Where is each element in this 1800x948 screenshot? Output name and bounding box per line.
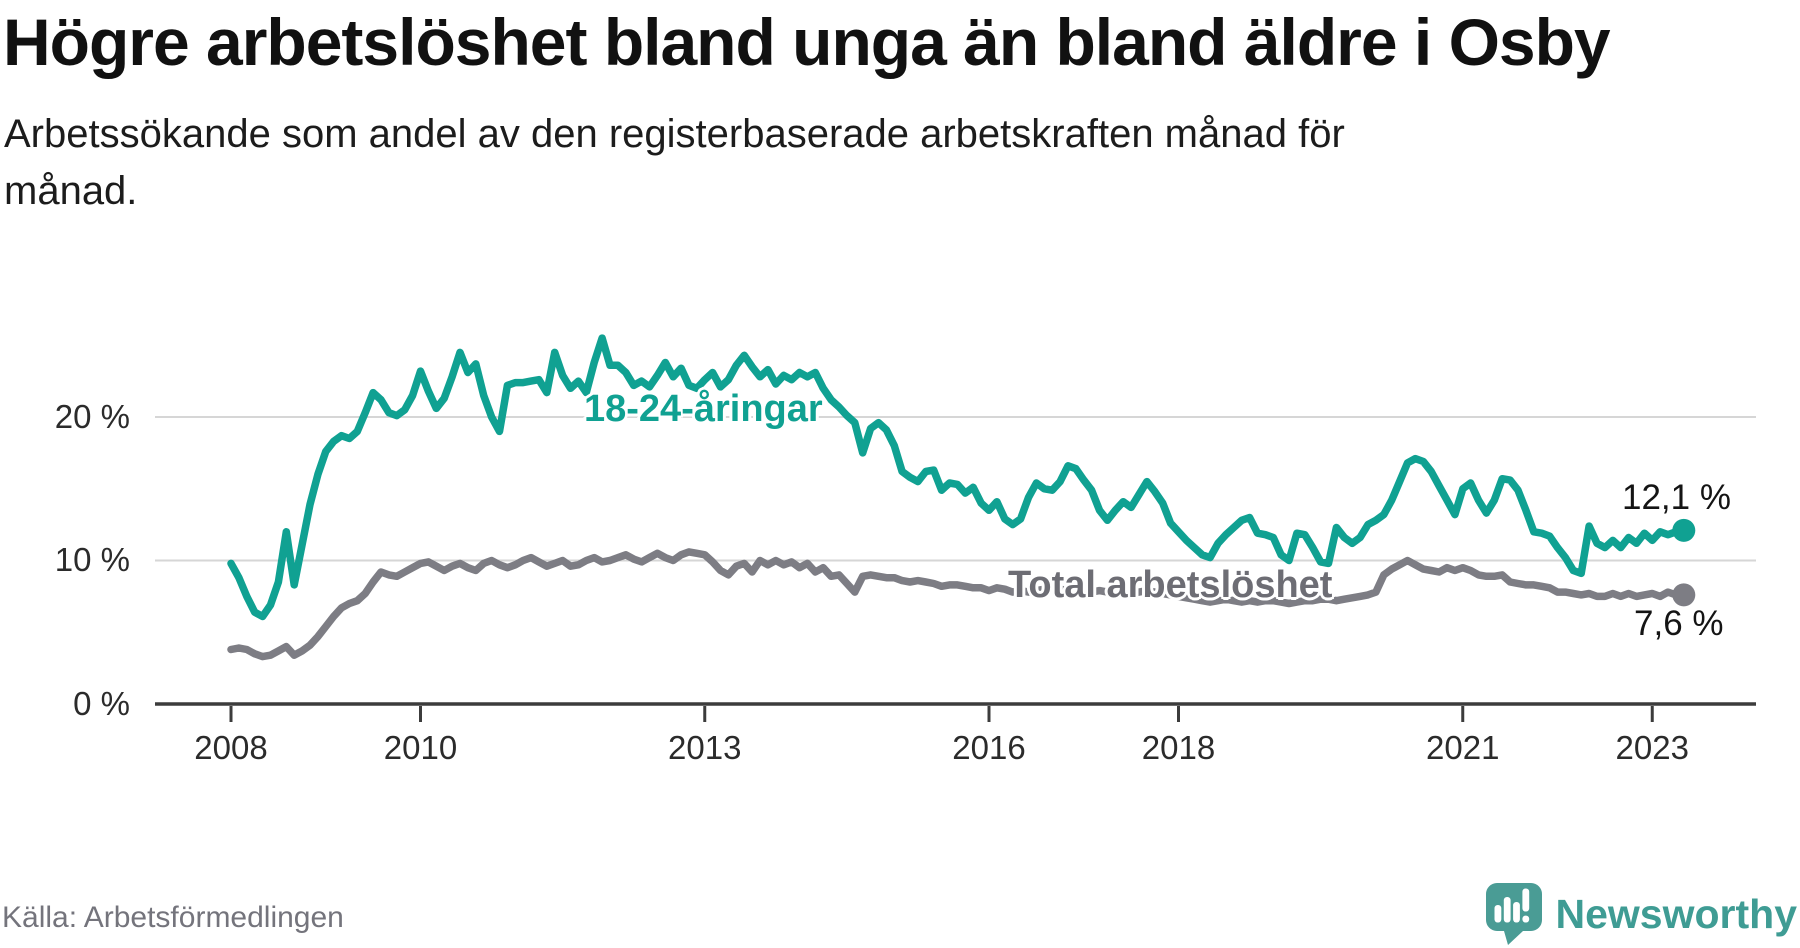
y-axis-label-0: 0 % [73,685,130,722]
source-note: Källa: Arbetsförmedlingen [2,901,344,934]
end-value-label-youth: 12,1 % [1622,478,1731,517]
x-axis-label-2008: 2008 [194,729,268,766]
brand-name: Newsworthy [1555,890,1798,937]
brand-logo: Newsworthy [1485,882,1798,946]
y-axis-label-20: 20 % [54,398,130,435]
end-dot-youth [1672,518,1696,542]
x-axis-label-2021: 2021 [1426,729,1500,766]
newsworthy-speech-bubble-bar-chart-icon [1485,883,1542,945]
x-axis-label-2013: 2013 [668,729,742,766]
page-title: Högre arbetslöshet bland unga än bland ä… [3,5,1611,79]
series-label-youth: 18-24-åringar [584,388,823,430]
x-axis-label-2010: 2010 [383,729,458,766]
x-axis-label-2018: 2018 [1141,729,1216,766]
end-value-label-total: 7,6 % [1634,604,1724,643]
series-label-total: Total arbetslöshet [1008,564,1333,606]
end-dot-total [1672,583,1696,607]
y-axis-label-10: 10 % [54,541,130,578]
chart-subtitle: Arbetssökande som andel av den registerb… [4,106,1504,220]
subtitle-line-2: månad. [4,169,138,213]
x-axis-label-2016: 2016 [952,729,1026,766]
subtitle-line-1: Arbetssökande som andel av den registerb… [4,112,1345,156]
series-line-total [227,548,1688,661]
series-line-youth [227,334,1688,621]
x-axis-label-2023: 2023 [1615,729,1689,766]
